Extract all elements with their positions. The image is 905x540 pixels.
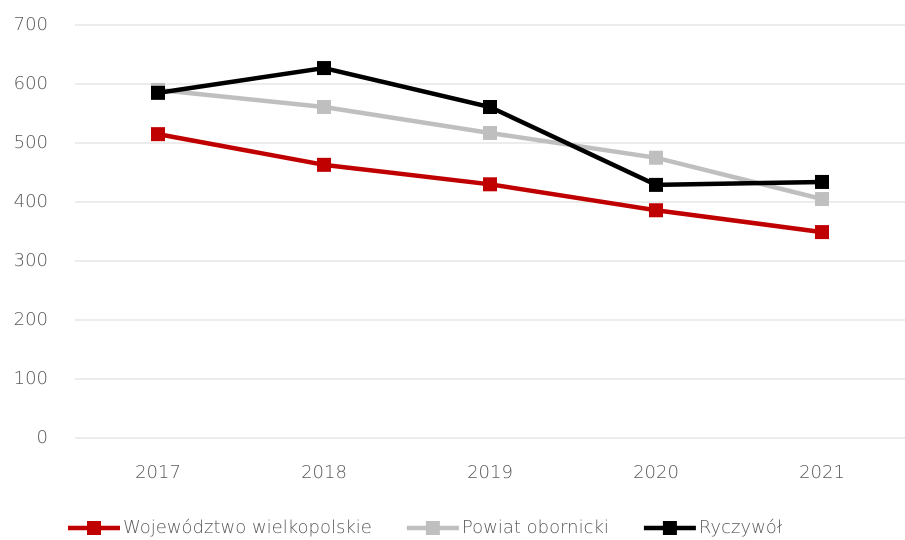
marker [815, 192, 829, 207]
y-tick-label: 0 [37, 427, 48, 448]
x-tick-label: 2017 [135, 462, 181, 483]
marker [317, 157, 331, 172]
marker [815, 225, 829, 240]
marker [317, 61, 331, 76]
y-tick-label: 700 [14, 14, 48, 35]
y-tick-label: 400 [14, 191, 48, 212]
legend-label: Województwo wielkopolskie [123, 517, 372, 538]
y-tick-label: 600 [14, 73, 48, 94]
marker [483, 125, 497, 140]
y-tick-label: 500 [14, 132, 48, 153]
legend-marker [662, 521, 677, 535]
marker [649, 203, 663, 218]
y-tick-label: 100 [14, 368, 48, 389]
marker [649, 150, 663, 165]
marker [815, 174, 829, 189]
marker [317, 100, 331, 115]
marker [151, 127, 165, 142]
marker [151, 85, 165, 100]
y-tick-label: 200 [14, 309, 48, 330]
legend-label: Powiat obornicki [462, 517, 609, 538]
legend-marker [87, 521, 101, 535]
marker [483, 100, 497, 115]
x-tick-label: 2019 [467, 462, 513, 483]
legend-marker [425, 521, 440, 535]
x-tick-label: 2021 [799, 462, 845, 483]
y-tick-label: 300 [14, 250, 48, 271]
legend-label: Ryczywół [699, 517, 783, 538]
x-tick-label: 2020 [633, 462, 679, 483]
marker [483, 177, 497, 192]
marker [649, 177, 663, 192]
x-tick-label: 2018 [301, 462, 347, 483]
